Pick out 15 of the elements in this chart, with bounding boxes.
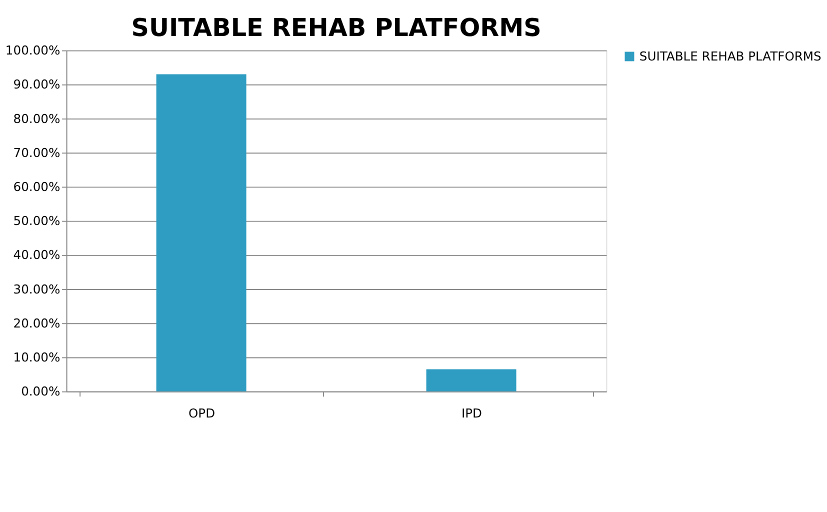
y-tick-label: 10.00% xyxy=(13,350,60,365)
y-tick-label: 90.00% xyxy=(13,78,60,92)
y-tick-label: 60.00% xyxy=(13,180,60,194)
legend-label: SUITABLE REHAB PLATFORMS xyxy=(639,49,822,64)
y-tick-label: 50.00% xyxy=(13,214,60,228)
y-tick-label: 80.00% xyxy=(13,112,60,126)
chart-title: SUITABLE REHAB PLATFORMS xyxy=(131,13,542,42)
x-tick-label: IPD xyxy=(462,406,482,420)
x-tick-label: OPD xyxy=(188,406,216,420)
y-tick-label: 70.00% xyxy=(13,146,60,160)
y-tick-label: 40.00% xyxy=(13,248,60,262)
y-tick-label: 30.00% xyxy=(13,282,60,296)
y-tick-label: 0.00% xyxy=(21,384,60,399)
y-tick-label: 100.00% xyxy=(5,44,60,58)
y-tick-label: 20.00% xyxy=(13,316,60,330)
